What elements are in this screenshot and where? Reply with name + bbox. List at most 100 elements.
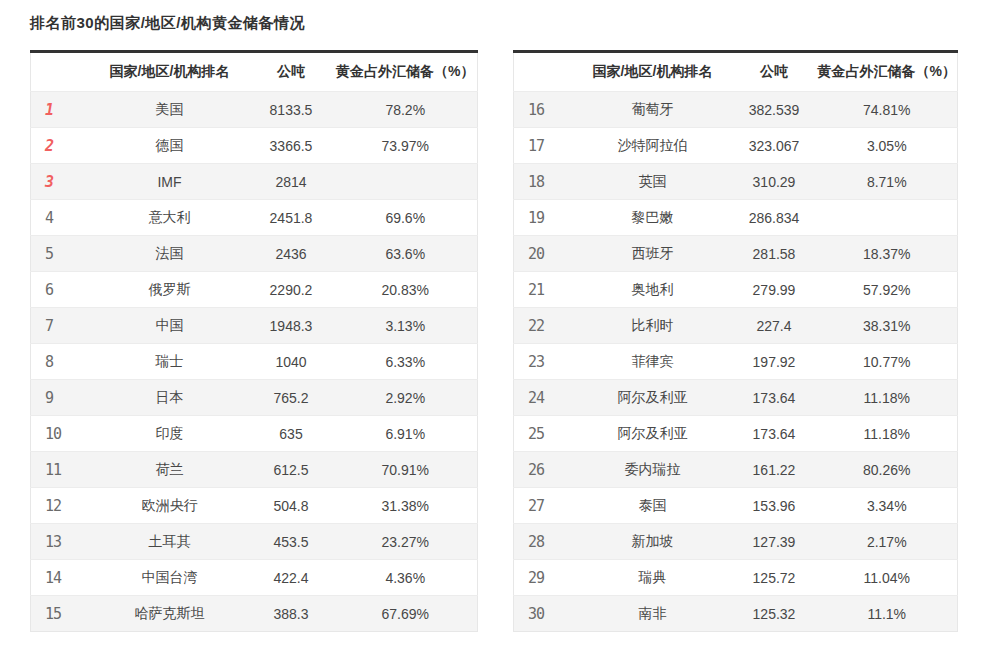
pct-cell: 80.26% (817, 452, 958, 488)
table-row: 11 荷兰 612.5 70.91% (31, 452, 478, 488)
pct-cell: 69.6% (334, 200, 478, 236)
rank-cell: 28 (514, 524, 574, 560)
country-cell: 比利时 (574, 308, 732, 344)
rank-cell: 22 (514, 308, 574, 344)
country-cell: 欧洲央行 (91, 488, 249, 524)
country-cell: 菲律宾 (574, 344, 732, 380)
tons-cell: 504.8 (249, 488, 334, 524)
country-cell: 意大利 (91, 200, 249, 236)
country-cell: 土耳其 (91, 524, 249, 560)
tons-cell: 153.96 (732, 488, 817, 524)
table-row: 15 哈萨克斯坦 388.3 67.69% (31, 596, 478, 632)
rank-cell: 29 (514, 560, 574, 596)
table-header: 国家/地区/机构排名 公吨 黄金占外汇储备（%） (31, 52, 478, 92)
pct-cell: 2.92% (334, 380, 478, 416)
rank-cell: 6 (31, 272, 91, 308)
rank-cell: 14 (31, 560, 91, 596)
table-row: 22 比利时 227.4 38.31% (514, 308, 958, 344)
rank-cell: 5 (31, 236, 91, 272)
table-row: 27 泰国 153.96 3.34% (514, 488, 958, 524)
pct-cell: 74.81% (817, 92, 958, 128)
table-row: 17 沙特阿拉伯 323.067 3.05% (514, 128, 958, 164)
header-country: 国家/地区/机构排名 (91, 52, 249, 92)
table-row: 7 中国 1948.3 3.13% (31, 308, 478, 344)
tons-cell: 161.22 (732, 452, 817, 488)
table-row: 24 阿尔及利亚 173.64 11.18% (514, 380, 958, 416)
table-row: 6 俄罗斯 2290.2 20.83% (31, 272, 478, 308)
tons-cell: 173.64 (732, 380, 817, 416)
header-rank-spacer (514, 52, 574, 92)
table-row: 28 新加坡 127.39 2.17% (514, 524, 958, 560)
country-cell: 俄罗斯 (91, 272, 249, 308)
rank-cell: 2 (31, 128, 91, 164)
country-cell: 沙特阿拉伯 (574, 128, 732, 164)
rank-cell: 17 (514, 128, 574, 164)
table-header: 国家/地区/机构排名 公吨 黄金占外汇储备（%） (514, 52, 958, 92)
pct-cell: 73.97% (334, 128, 478, 164)
header-gold-pct: 黄金占外汇储备（%） (334, 52, 478, 92)
tons-cell: 281.58 (732, 236, 817, 272)
header-tons: 公吨 (732, 52, 817, 92)
rank-cell: 10 (31, 416, 91, 452)
tons-cell: 173.64 (732, 416, 817, 452)
pct-cell: 67.69% (334, 596, 478, 632)
header-country: 国家/地区/机构排名 (574, 52, 732, 92)
tons-cell: 2451.8 (249, 200, 334, 236)
pct-cell: 4.36% (334, 560, 478, 596)
pct-cell: 31.38% (334, 488, 478, 524)
table-row: 9 日本 765.2 2.92% (31, 380, 478, 416)
pct-cell: 3.13% (334, 308, 478, 344)
rank-cell: 7 (31, 308, 91, 344)
tons-cell: 388.3 (249, 596, 334, 632)
rank-cell: 12 (31, 488, 91, 524)
country-cell: 葡萄牙 (574, 92, 732, 128)
pct-cell: 6.91% (334, 416, 478, 452)
country-cell: 德国 (91, 128, 249, 164)
country-cell: 法国 (91, 236, 249, 272)
table-row: 4 意大利 2451.8 69.6% (31, 200, 478, 236)
tons-cell: 279.99 (732, 272, 817, 308)
rank-cell: 8 (31, 344, 91, 380)
country-cell: 阿尔及利亚 (574, 416, 732, 452)
table-row: 14 中国台湾 422.4 4.36% (31, 560, 478, 596)
country-cell: 哈萨克斯坦 (91, 596, 249, 632)
country-cell: 印度 (91, 416, 249, 452)
tons-cell: 382.539 (732, 92, 817, 128)
country-cell: 美国 (91, 92, 249, 128)
rank-cell: 15 (31, 596, 91, 632)
gold-reserves-table-right: 国家/地区/机构排名 公吨 黄金占外汇储备（%） 16 葡萄牙 382.539 … (513, 50, 958, 632)
tons-cell: 2814 (249, 164, 334, 200)
pct-cell: 63.6% (334, 236, 478, 272)
tons-cell: 2436 (249, 236, 334, 272)
rank-cell: 19 (514, 200, 574, 236)
table-row: 2 德国 3366.5 73.97% (31, 128, 478, 164)
country-cell: 泰国 (574, 488, 732, 524)
rank-cell: 25 (514, 416, 574, 452)
country-cell: IMF (91, 164, 249, 200)
rank-cell: 21 (514, 272, 574, 308)
tons-cell: 635 (249, 416, 334, 452)
country-cell: 日本 (91, 380, 249, 416)
table-row: 25 阿尔及利亚 173.64 11.18% (514, 416, 958, 452)
country-cell: 荷兰 (91, 452, 249, 488)
tons-cell: 3366.5 (249, 128, 334, 164)
tons-cell: 453.5 (249, 524, 334, 560)
tons-cell: 8133.5 (249, 92, 334, 128)
table-row: 20 西班牙 281.58 18.37% (514, 236, 958, 272)
table-row: 1 美国 8133.5 78.2% (31, 92, 478, 128)
header-tons: 公吨 (249, 52, 334, 92)
pct-cell: 11.18% (817, 380, 958, 416)
table-row: 3 IMF 2814 (31, 164, 478, 200)
table-body: 1 美国 8133.5 78.2% 2 德国 3366.5 73.97% 3 I… (31, 92, 478, 632)
rank-cell: 13 (31, 524, 91, 560)
table-row: 23 菲律宾 197.92 10.77% (514, 344, 958, 380)
page-title: 排名前30的国家/地区/机构黄金储备情况 (30, 14, 989, 33)
pct-cell: 70.91% (334, 452, 478, 488)
pct-cell: 20.83% (334, 272, 478, 308)
tables-container: 国家/地区/机构排名 公吨 黄金占外汇储备（%） 1 美国 8133.5 78.… (30, 50, 989, 632)
tons-cell: 422.4 (249, 560, 334, 596)
pct-cell (817, 200, 958, 236)
table-row: 16 葡萄牙 382.539 74.81% (514, 92, 958, 128)
pct-cell: 78.2% (334, 92, 478, 128)
table-body: 16 葡萄牙 382.539 74.81% 17 沙特阿拉伯 323.067 3… (514, 92, 958, 632)
